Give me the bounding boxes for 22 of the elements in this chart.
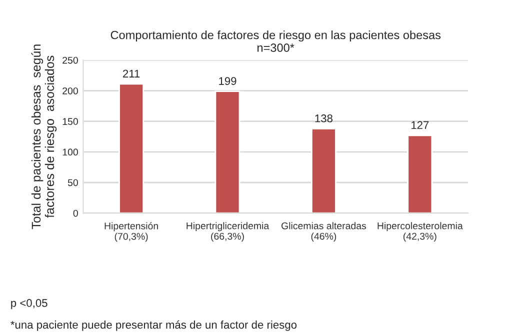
chart-title: Comportamiento de factores de riesgo en las pacientes obesas n=300* [110,30,441,52]
bar [118,83,144,214]
data-label: 127 [411,121,429,129]
bar [407,134,433,214]
data-label: 138 [315,114,332,122]
text: *una paciente puede presentar más de un factor de riesgo [10,320,297,331]
y-tick-label: 100 [62,148,78,156]
y-tick-label: 50 [68,179,78,186]
x-tick-label: Hipercolesterolemia (42,3%) [378,222,463,242]
data-label: 211 [123,70,140,78]
x-tick-label: Hipertrigliceridemia (66,3%) [186,222,270,242]
x-tick-label: Hipertensión (70,3%) [104,222,158,242]
y-axis-title: Total de pacientes obesas según factores de riesgo asociados [31,44,57,230]
y-tick-label: 150 [62,118,78,125]
bar [310,128,336,214]
y-tick-label: 250 [62,56,78,64]
y-tick-label: 0 [73,210,78,217]
text: p <0,05 [11,299,48,310]
bar [214,90,240,214]
data-label: 199 [219,77,236,85]
y-tick-label: 200 [62,87,78,94]
x-tick-label: Glicemias alteradas (46%) [282,222,366,242]
